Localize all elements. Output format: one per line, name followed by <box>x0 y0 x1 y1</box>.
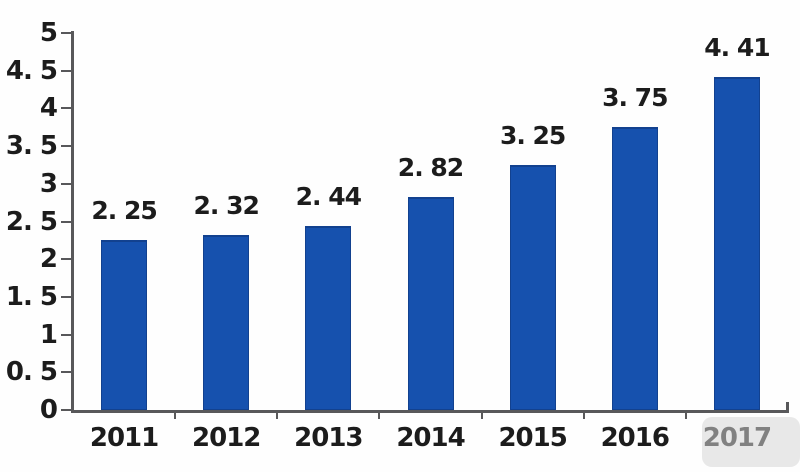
y-tick-label: 1. 5 <box>5 281 58 312</box>
y-tick-label: 3. 5 <box>5 131 58 162</box>
bar-value-label: 2. 44 <box>295 182 362 212</box>
bar-value-label: 4. 41 <box>704 33 770 63</box>
bar <box>101 240 148 410</box>
bar-value-label: 3. 25 <box>499 120 566 150</box>
y-tick-mark <box>61 295 72 298</box>
y-axis-line <box>71 31 74 413</box>
bar <box>407 197 454 410</box>
x-tick-label: 2012 <box>192 423 261 453</box>
x-tick-mark <box>684 412 687 419</box>
x-axis-end-tick <box>786 402 789 411</box>
y-tick-label: 5 <box>39 18 58 48</box>
y-tick-mark <box>61 371 72 374</box>
y-tick-label: 2 <box>39 244 58 275</box>
x-axis-line <box>71 410 789 413</box>
y-tick-label: 1 <box>39 319 58 350</box>
y-tick-mark <box>61 107 72 110</box>
y-tick-mark <box>61 32 72 34</box>
y-tick-label: 0. 5 <box>5 357 58 388</box>
x-tick-label: 2014 <box>396 423 465 453</box>
bar <box>611 127 658 410</box>
bar-value-label: 2. 82 <box>397 153 464 183</box>
x-tick-mark <box>582 412 585 419</box>
bar-value-label: 2. 25 <box>91 196 157 226</box>
bar <box>305 226 352 410</box>
y-tick-label: 3 <box>39 168 58 199</box>
y-tick-mark <box>61 333 72 336</box>
x-tick-label: 2016 <box>600 423 670 453</box>
x-tick-mark <box>174 412 177 419</box>
y-tick-label: 4 <box>39 93 58 124</box>
x-tick-mark <box>378 412 381 419</box>
bar <box>713 77 760 410</box>
bar-value-label: 2. 32 <box>193 191 260 221</box>
x-tick-label: 2011 <box>89 423 159 453</box>
y-tick-label: 2. 5 <box>5 206 58 237</box>
y-tick-mark <box>61 220 72 223</box>
y-tick-label: 0 <box>39 395 58 425</box>
bar <box>509 164 556 410</box>
bar <box>203 235 250 410</box>
bar-value-label: 3. 75 <box>602 83 668 113</box>
x-tick-mark <box>276 412 279 419</box>
y-tick-mark <box>61 69 72 72</box>
x-tick-mark <box>480 412 483 419</box>
x-tick-label: 2015 <box>498 423 567 453</box>
y-tick-mark <box>61 182 72 185</box>
watermark <box>702 417 800 467</box>
y-tick-mark <box>61 409 72 411</box>
x-tick-label: 2013 <box>294 423 363 453</box>
y-tick-mark <box>61 145 72 148</box>
y-tick-mark <box>61 258 72 261</box>
y-tick-label: 4. 5 <box>5 55 58 86</box>
